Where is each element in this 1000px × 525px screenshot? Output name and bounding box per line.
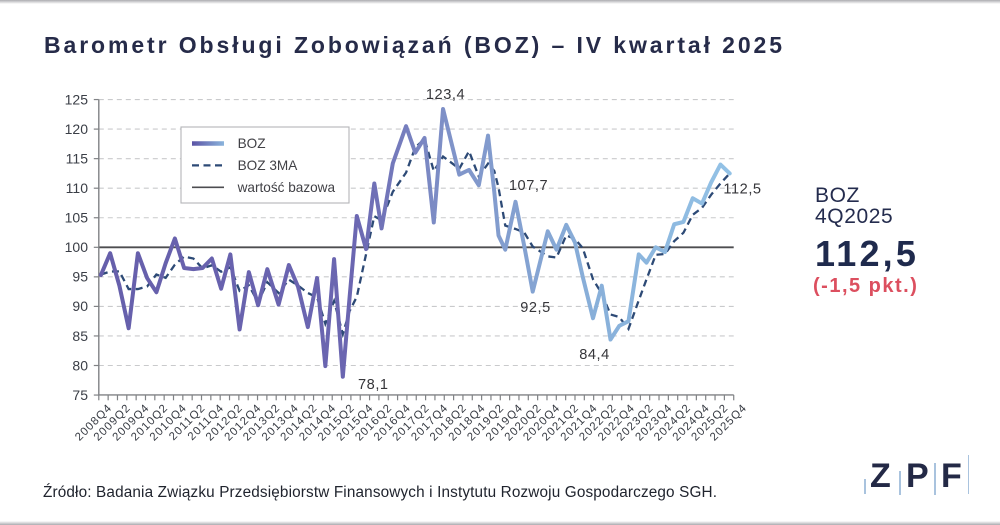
- svg-text:wartość bazowa: wartość bazowa: [237, 180, 336, 195]
- svg-text:120: 120: [65, 121, 89, 137]
- svg-text:100: 100: [65, 239, 89, 255]
- svg-text:78,1: 78,1: [358, 377, 389, 393]
- svg-text:115: 115: [66, 150, 89, 166]
- svg-text:112,5: 112,5: [723, 181, 761, 197]
- svg-text:95: 95: [72, 269, 88, 285]
- svg-text:85: 85: [72, 328, 88, 344]
- svg-text:84,4: 84,4: [579, 347, 610, 363]
- svg-text:BOZ 3MA: BOZ 3MA: [238, 158, 299, 173]
- svg-text:BOZ: BOZ: [238, 136, 266, 151]
- svg-text:125: 125: [65, 91, 89, 107]
- svg-text:80: 80: [72, 357, 88, 373]
- svg-text:90: 90: [72, 298, 88, 314]
- svg-text:92,5: 92,5: [520, 300, 551, 316]
- svg-text:105: 105: [65, 210, 89, 226]
- svg-text:107,7: 107,7: [509, 178, 548, 194]
- svg-text:123,4: 123,4: [426, 87, 465, 103]
- svg-text:75: 75: [72, 387, 88, 403]
- svg-text:110: 110: [66, 180, 89, 196]
